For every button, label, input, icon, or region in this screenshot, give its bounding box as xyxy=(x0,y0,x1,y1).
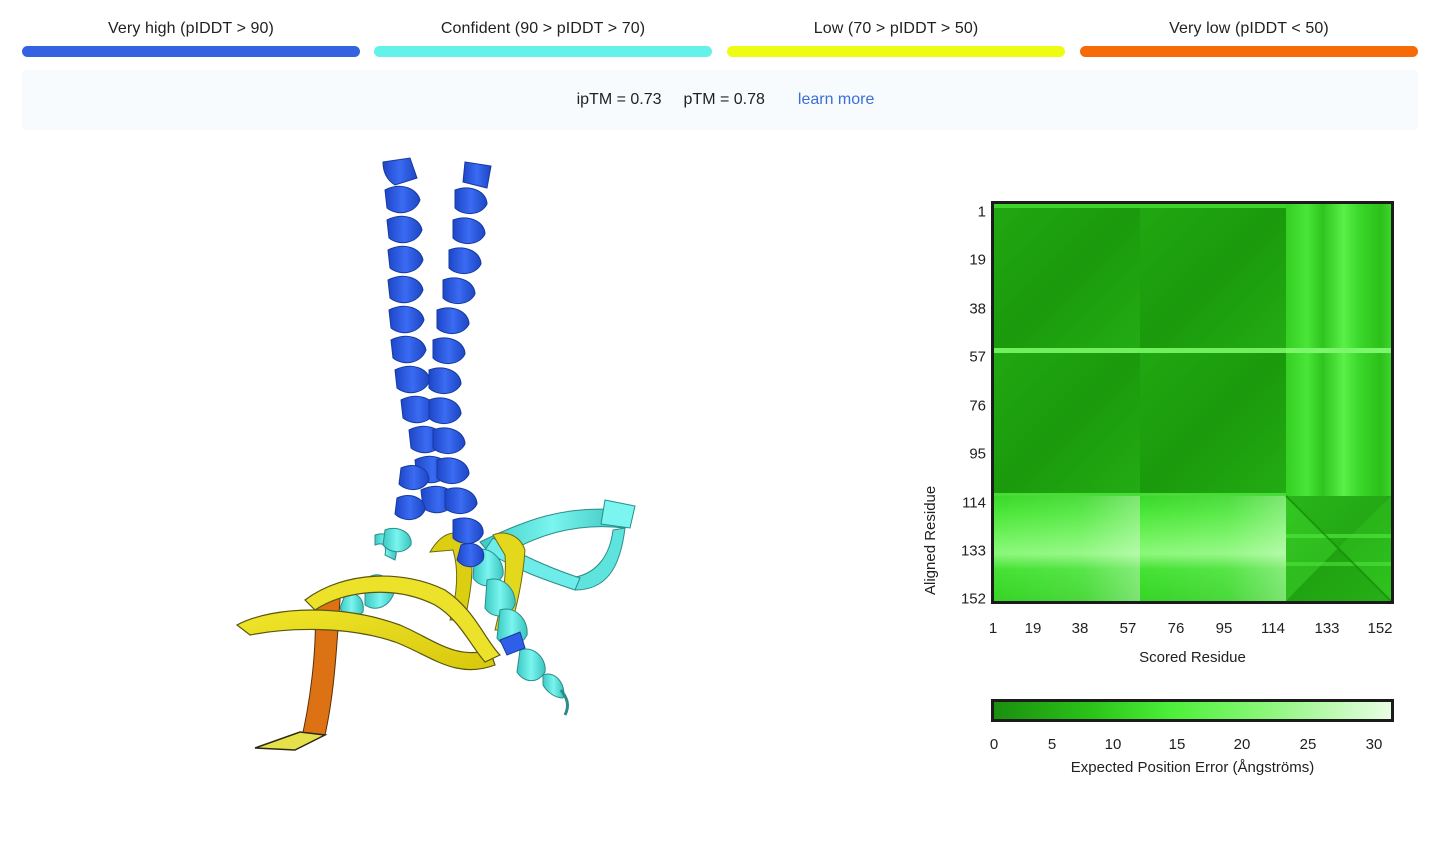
colorbar-tick: 5 xyxy=(1047,736,1057,753)
pae-colorbar xyxy=(991,699,1394,722)
ptm-score: pTM = 0.78 xyxy=(683,91,765,108)
x-tick: 1 xyxy=(988,620,998,637)
plddt-legend: Very high (pIDDT > 90) Confident (90 > p… xyxy=(22,18,1418,60)
iptm-score: ipTM = 0.73 xyxy=(576,91,662,108)
legend-bar-orange xyxy=(1080,46,1418,57)
x-tick: 38 xyxy=(1071,620,1089,637)
pae-y-ticks: 1 19 38 57 76 95 114 133 152 xyxy=(950,190,986,610)
protein-ribbon-illustration xyxy=(235,157,636,751)
colorbar-tick: 20 xyxy=(1233,736,1251,753)
x-tick: 76 xyxy=(1167,620,1185,637)
colorbar-title: Expected Position Error (Ångströms) xyxy=(1070,759,1315,776)
legend-bar-cyan xyxy=(374,46,712,57)
protein-structure-viewer[interactable] xyxy=(225,150,655,760)
pae-heatmap[interactable] xyxy=(991,201,1394,604)
x-tick: 95 xyxy=(1215,620,1233,637)
pae-heatmap-graphic xyxy=(994,204,1391,601)
y-tick: 38 xyxy=(969,300,986,318)
y-tick: 1 xyxy=(977,203,986,221)
x-tick: 19 xyxy=(1024,620,1042,637)
legend-very-low: Very low (pIDDT < 50) xyxy=(1080,18,1418,60)
x-tick: 114 xyxy=(1261,620,1285,637)
legend-label: Very high (pIDDT > 90) xyxy=(108,20,274,37)
pae-x-ticks: 1 19 38 57 76 95 114 133 152 xyxy=(988,620,1394,640)
legend-label: Confident (90 > pIDDT > 70) xyxy=(440,20,646,37)
metrics-bar: ipTM = 0.73 pTM = 0.78 learn more xyxy=(22,70,1418,130)
pae-x-axis-title: Scored Residue xyxy=(1139,649,1246,666)
pae-y-axis-title: Aligned Residue xyxy=(922,485,939,595)
colorbar-tick: 30 xyxy=(1365,736,1383,753)
x-tick: 152 xyxy=(1367,620,1393,637)
legend-low: Low (70 > pIDDT > 50) xyxy=(727,18,1065,60)
y-tick: 133 xyxy=(960,542,986,560)
y-tick: 152 xyxy=(960,590,986,608)
legend-bar-blue xyxy=(22,46,360,57)
y-tick: 19 xyxy=(969,251,986,269)
y-tick: 57 xyxy=(969,348,986,366)
legend-label: Very low (pIDDT < 50) xyxy=(1169,20,1329,37)
pae-chart: Aligned Residue 1 19 38 57 76 95 114 133… xyxy=(920,190,1420,790)
legend-very-high: Very high (pIDDT > 90) xyxy=(22,18,360,60)
colorbar-tick: 0 xyxy=(989,736,999,753)
y-tick: 114 xyxy=(962,494,986,512)
learn-more-link[interactable]: learn more xyxy=(797,91,875,108)
colorbar-tick: 25 xyxy=(1299,736,1317,753)
legend-bar-yellow xyxy=(727,46,1065,57)
x-tick: 57 xyxy=(1119,620,1137,637)
colorbar-ticks: 0 5 10 15 20 25 30 xyxy=(990,736,1383,754)
legend-confident: Confident (90 > pIDDT > 70) xyxy=(374,18,712,60)
y-tick: 76 xyxy=(969,397,986,415)
legend-label: Low (70 > pIDDT > 50) xyxy=(813,20,979,37)
y-tick: 95 xyxy=(969,445,986,463)
x-tick: 133 xyxy=(1314,620,1340,637)
colorbar-tick: 10 xyxy=(1104,736,1122,753)
colorbar-tick: 15 xyxy=(1168,736,1186,753)
